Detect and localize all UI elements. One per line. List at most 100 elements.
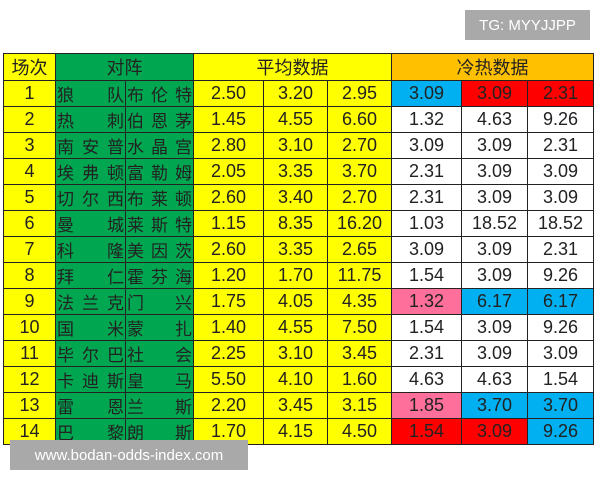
home-team-cell: 埃弗顿: [55, 158, 126, 185]
avg-cell: 2.70: [327, 184, 392, 211]
home-team-cell: 国米: [55, 314, 126, 341]
hotcold-cell: 3.09: [461, 236, 528, 263]
avg-cell: 2.05: [193, 158, 264, 185]
hotcold-cell: 9.26: [527, 106, 594, 133]
table-row: 1 狼队 布伦特 2.50 3.20 2.95 3.09 3.09 2.31: [3, 80, 594, 107]
hotcold-cell: 4.63: [391, 366, 462, 393]
avg-cell: 1.75: [193, 288, 264, 315]
home-team-cell: 狼队: [55, 80, 126, 107]
hotcold-cell: 1.54: [527, 366, 594, 393]
header-row: 场次 对阵 平均数据 冷热数据: [3, 53, 594, 81]
away-team-cell: 伯恩茅: [125, 106, 194, 133]
hotcold-cell: 1.54: [391, 418, 462, 445]
avg-cell: 3.70: [327, 158, 392, 185]
hotcold-cell: 3.09: [391, 132, 462, 159]
hotcold-cell: 2.31: [527, 132, 594, 159]
hotcold-cell: 1.54: [391, 262, 462, 289]
round-cell: 11: [3, 340, 56, 367]
round-cell: 1: [3, 80, 56, 107]
table-row: 6 曼城 莱斯特 1.15 8.35 16.20 1.03 18.52 18.52: [3, 210, 594, 237]
round-cell: 12: [3, 366, 56, 393]
round-cell: 6: [3, 210, 56, 237]
round-cell: 10: [3, 314, 56, 341]
avg-cell: 7.50: [327, 314, 392, 341]
avg-cell: 2.20: [193, 392, 264, 419]
hotcold-cell: 18.52: [527, 210, 594, 237]
table-row: 2 热刺 伯恩茅 1.45 4.55 6.60 1.32 4.63 9.26: [3, 106, 594, 133]
hotcold-cell: 1.85: [391, 392, 462, 419]
home-team-cell: 曼城: [55, 210, 126, 237]
table-row: 9 法兰克 门兴 1.75 4.05 4.35 1.32 6.17 6.17: [3, 288, 594, 315]
hotcold-cell: 1.03: [391, 210, 462, 237]
away-team-cell: 门兴: [125, 288, 194, 315]
hotcold-cell: 9.26: [527, 314, 594, 341]
hotcold-cell: 9.26: [527, 262, 594, 289]
header-match: 对阵: [55, 53, 194, 81]
avg-cell: 4.50: [327, 418, 392, 445]
round-cell: 8: [3, 262, 56, 289]
avg-cell: 11.75: [327, 262, 392, 289]
round-cell: 7: [3, 236, 56, 263]
table-row: 7 科隆 美因茨 2.60 3.35 2.65 3.09 3.09 2.31: [3, 236, 594, 263]
hotcold-cell: 3.09: [461, 132, 528, 159]
avg-cell: 4.10: [263, 366, 328, 393]
table-row: 13 雷恩 兰斯 2.20 3.45 3.15 1.85 3.70 3.70: [3, 392, 594, 419]
avg-cell: 1.40: [193, 314, 264, 341]
hotcold-cell: 3.09: [461, 158, 528, 185]
avg-cell: 2.80: [193, 132, 264, 159]
avg-cell: 4.55: [263, 106, 328, 133]
round-cell: 5: [3, 184, 56, 211]
hotcold-cell: 3.09: [461, 340, 528, 367]
avg-cell: 3.40: [263, 184, 328, 211]
hotcold-cell: 3.09: [391, 236, 462, 263]
hotcold-cell: 3.09: [527, 158, 594, 185]
round-cell: 3: [3, 132, 56, 159]
avg-cell: 4.05: [263, 288, 328, 315]
away-team-cell: 美因茨: [125, 236, 194, 263]
avg-cell: 1.20: [193, 262, 264, 289]
avg-cell: 2.60: [193, 184, 264, 211]
hotcold-cell: 3.09: [461, 314, 528, 341]
round-cell: 13: [3, 392, 56, 419]
avg-cell: 3.15: [327, 392, 392, 419]
table-row: 3 南安普 水晶宫 2.80 3.10 2.70 3.09 3.09 2.31: [3, 132, 594, 159]
round-cell: 9: [3, 288, 56, 315]
away-team-cell: 水晶宫: [125, 132, 194, 159]
home-team-cell: 卡迪斯: [55, 366, 126, 393]
table-row: 11 毕尔巴 社会 2.25 3.10 3.45 2.31 3.09 3.09: [3, 340, 594, 367]
hotcold-cell: 4.63: [461, 366, 528, 393]
avg-cell: 1.15: [193, 210, 264, 237]
avg-cell: 5.50: [193, 366, 264, 393]
home-team-cell: 热刺: [55, 106, 126, 133]
avg-cell: 2.60: [193, 236, 264, 263]
avg-cell: 3.45: [327, 340, 392, 367]
avg-cell: 4.55: [263, 314, 328, 341]
hotcold-cell: 6.17: [461, 288, 528, 315]
hotcold-cell: 2.31: [391, 340, 462, 367]
avg-cell: 2.50: [193, 80, 264, 107]
home-team-cell: 拜仁: [55, 262, 126, 289]
table-row: 8 拜仁 霍芬海 1.20 1.70 11.75 1.54 3.09 9.26: [3, 262, 594, 289]
hotcold-cell: 9.26: [527, 418, 594, 445]
avg-cell: 3.35: [263, 158, 328, 185]
hotcold-cell: 3.09: [391, 80, 462, 107]
avg-cell: 3.10: [263, 132, 328, 159]
hotcold-cell: 3.09: [461, 80, 528, 107]
avg-cell: 3.20: [263, 80, 328, 107]
avg-cell: 16.20: [327, 210, 392, 237]
odds-table: 场次 对阵 平均数据 冷热数据 1 狼队 布伦特 2.50 3.20 2.95 3.09 3.…: [3, 53, 594, 445]
hotcold-cell: 6.17: [527, 288, 594, 315]
avg-cell: 8.35: [263, 210, 328, 237]
avg-cell: 6.60: [327, 106, 392, 133]
avg-cell: 4.35: [327, 288, 392, 315]
avg-cell: 2.95: [327, 80, 392, 107]
home-team-cell: 切尔西: [55, 184, 126, 211]
away-team-cell: 莱斯特: [125, 210, 194, 237]
round-cell: 2: [3, 106, 56, 133]
hotcold-cell: 3.09: [527, 340, 594, 367]
table-row: 12 卡迪斯 皇马 5.50 4.10 1.60 4.63 4.63 1.54: [3, 366, 594, 393]
away-team-cell: 皇马: [125, 366, 194, 393]
away-team-cell: 布伦特: [125, 80, 194, 107]
header-round: 场次: [3, 53, 56, 81]
top-watermark: TG: MYYJJPP: [465, 10, 590, 40]
